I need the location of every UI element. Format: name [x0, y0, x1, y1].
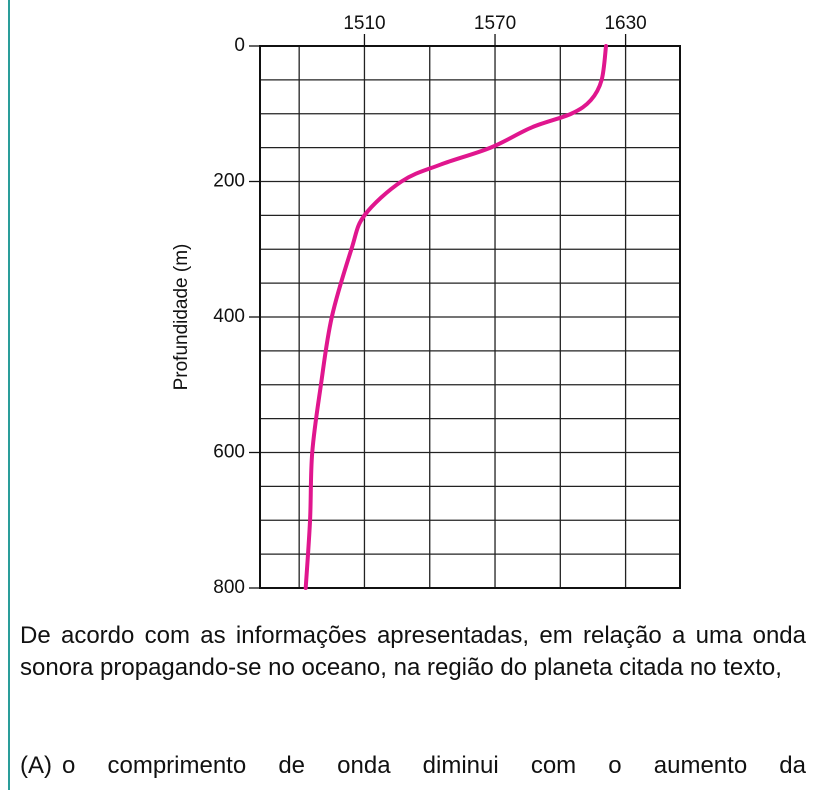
y-tick-label: 400: [213, 306, 245, 327]
x-tick-label: 1570: [474, 13, 516, 34]
question-text: De acordo com as informações apresentada…: [20, 622, 806, 681]
option-label: (A): [20, 752, 52, 779]
y-tick-label: 0: [234, 35, 245, 56]
option-text: o comprimento de onda diminui com o aume…: [62, 752, 806, 779]
chart: Profundidade (m) 1510 1570 1630 0 200 400 600 8…: [171, 13, 681, 598]
y-axis-label: Profundidade (m): [171, 244, 192, 391]
y-tick-label: 200: [213, 171, 245, 192]
x-tick-label: 1510: [343, 13, 385, 34]
margin-rule: [8, 0, 10, 790]
y-tick-label: 600: [213, 442, 245, 463]
option-a: (A) o comprimento de onda diminui com o a…: [20, 750, 806, 782]
data-line: [303, 44, 609, 590]
x-tick-label: 1630: [604, 13, 646, 34]
y-tick-label: 800: [213, 577, 245, 598]
